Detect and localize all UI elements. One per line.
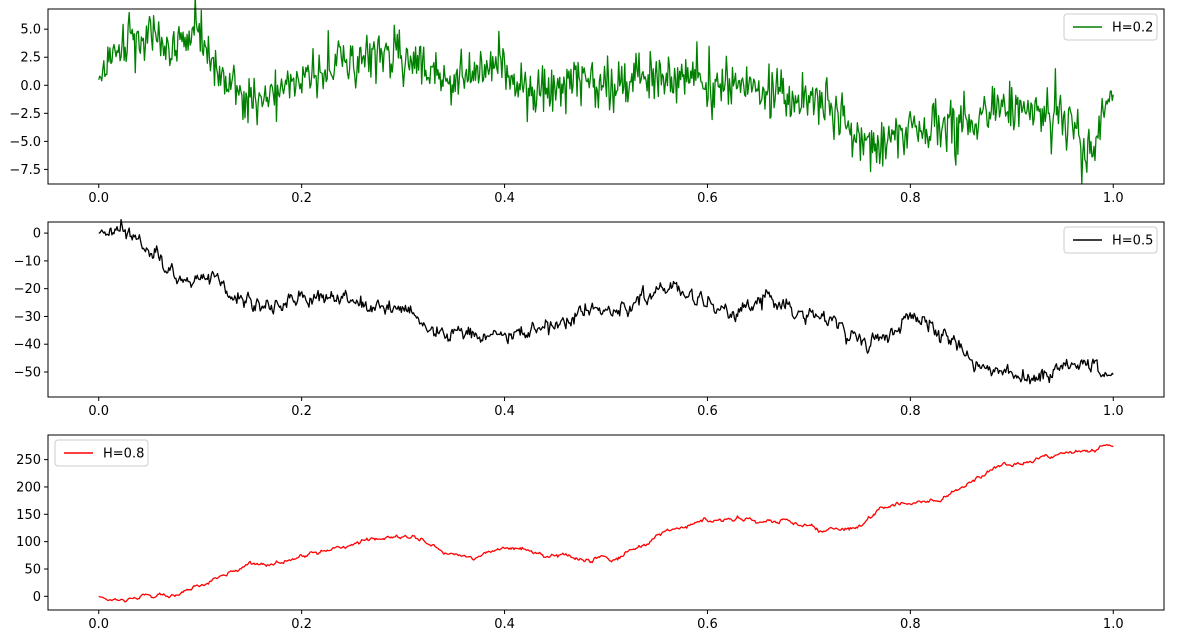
subplot-2: 0.0 0.2 0.4 0.6 0.8 1.0 0 −10 −20 −30 −40 −50 H=0.5 bbox=[14, 218, 1165, 419]
x-tick-label: 0.4 bbox=[494, 617, 515, 632]
legend-box bbox=[1063, 226, 1158, 254]
x-tick-label: 0.0 bbox=[88, 404, 109, 419]
series-line-H=0.8 bbox=[98, 443, 1114, 603]
y-tick-label: 5.0 bbox=[20, 23, 41, 38]
axes-frame bbox=[47, 434, 1165, 611]
y-tick-label: 250 bbox=[16, 453, 41, 468]
legend: H=0.5 bbox=[1063, 226, 1158, 254]
y-tick-label: 50 bbox=[24, 562, 41, 577]
x-tick-label: 0.6 bbox=[697, 404, 718, 419]
legend-label: H=0.2 bbox=[1112, 21, 1153, 36]
x-tick-label: 1.0 bbox=[1103, 191, 1124, 206]
y-tick-label: −10 bbox=[14, 254, 41, 269]
y-tick-label: 0 bbox=[33, 590, 41, 605]
x-tick-label: 0.0 bbox=[88, 617, 109, 632]
legend-label: H=0.8 bbox=[103, 447, 144, 462]
legend-box bbox=[54, 439, 149, 467]
series-line-H=0.2 bbox=[98, 0, 1114, 185]
x-tick-label: 0.6 bbox=[697, 617, 718, 632]
y-tick-label: 200 bbox=[16, 480, 41, 495]
subplot-3: 0.0 0.2 0.4 0.6 0.8 1.0 250 200 150 100 50 0 H=0.8 bbox=[16, 434, 1165, 632]
series-line-H=0.5 bbox=[98, 218, 1114, 385]
legend: H=0.2 bbox=[1063, 13, 1158, 41]
y-tick-label: −7.5 bbox=[9, 163, 41, 178]
y-tick-label: 150 bbox=[16, 508, 41, 523]
x-tick-label: 0.2 bbox=[291, 404, 312, 419]
y-tick-label: −20 bbox=[14, 282, 41, 297]
x-tick-label: 0.2 bbox=[291, 191, 312, 206]
x-tick-label: 0.4 bbox=[494, 404, 515, 419]
x-tick-label: 1.0 bbox=[1103, 404, 1124, 419]
y-tick-label: −50 bbox=[14, 366, 41, 381]
y-tick-label: 2.5 bbox=[20, 51, 41, 66]
x-tick-label: 1.0 bbox=[1103, 617, 1124, 632]
y-tick-label: −5.0 bbox=[9, 135, 41, 150]
x-tick-label: 0.0 bbox=[88, 191, 109, 206]
y-tick-label: 0 bbox=[33, 227, 41, 242]
x-tick-label: 0.2 bbox=[291, 617, 312, 632]
axes-frame bbox=[47, 221, 1165, 398]
x-tick-label: 0.4 bbox=[494, 191, 515, 206]
x-tick-label: 0.8 bbox=[900, 191, 921, 206]
legend-label: H=0.5 bbox=[1112, 234, 1153, 249]
legend: H=0.8 bbox=[54, 439, 149, 467]
legend-box bbox=[1063, 13, 1158, 41]
y-tick-label: −2.5 bbox=[9, 107, 41, 122]
y-tick-label: 100 bbox=[16, 535, 41, 550]
y-tick-label: 0.0 bbox=[20, 79, 41, 94]
x-tick-label: 0.6 bbox=[697, 191, 718, 206]
x-tick-label: 0.8 bbox=[900, 404, 921, 419]
y-tick-label: −30 bbox=[14, 310, 41, 325]
subplot-1: 0.0 0.2 0.4 0.6 0.8 1.0 5.0 2.5 0.0 −2.5 −5.0 −7.5 H… bbox=[9, 0, 1165, 206]
x-tick-label: 0.8 bbox=[900, 617, 921, 632]
axes-frame bbox=[47, 8, 1165, 185]
y-tick-label: −40 bbox=[14, 338, 41, 353]
